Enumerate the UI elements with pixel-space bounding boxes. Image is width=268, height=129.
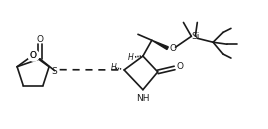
Text: O: O bbox=[176, 62, 183, 71]
Text: O: O bbox=[29, 51, 37, 60]
Text: H: H bbox=[128, 53, 134, 62]
Text: Si: Si bbox=[191, 32, 199, 41]
Text: O: O bbox=[36, 35, 43, 43]
Polygon shape bbox=[152, 40, 168, 50]
Text: NH: NH bbox=[136, 94, 150, 103]
Text: S: S bbox=[52, 67, 58, 76]
Text: H: H bbox=[110, 63, 116, 72]
Text: O: O bbox=[169, 44, 176, 53]
Text: O: O bbox=[29, 51, 37, 60]
